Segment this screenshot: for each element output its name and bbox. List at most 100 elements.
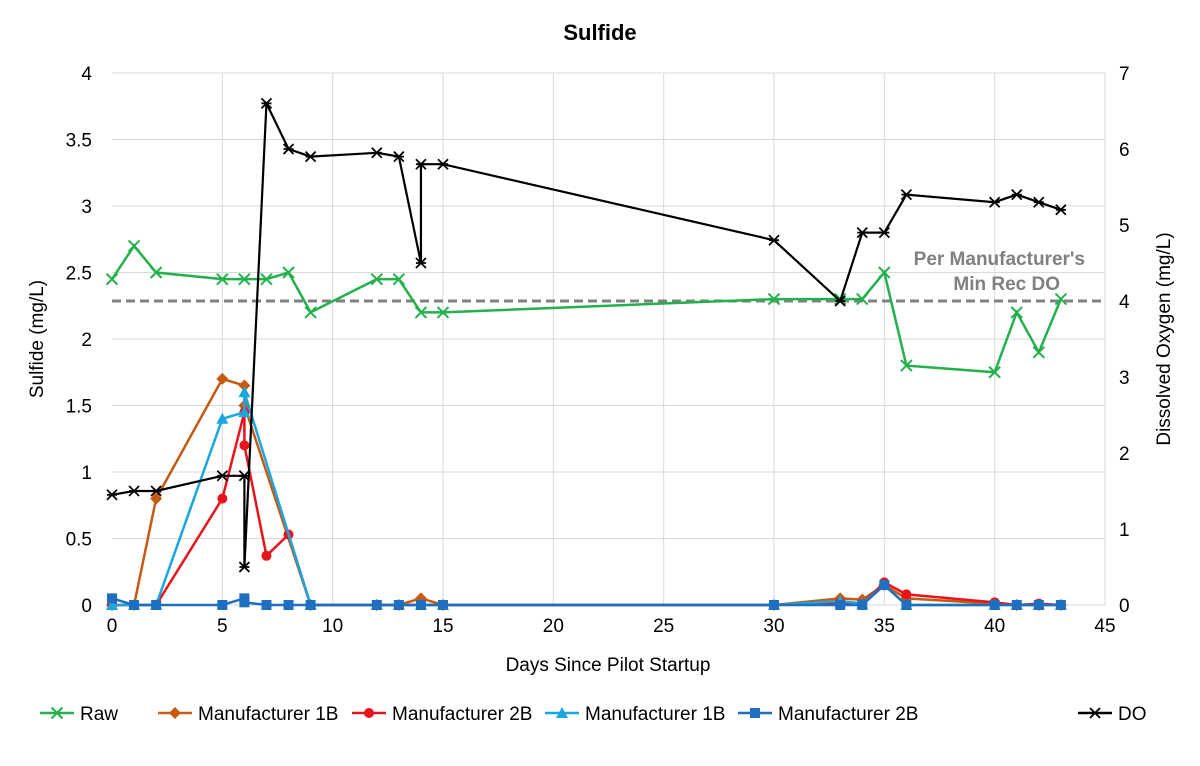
- data-point: [282, 266, 295, 279]
- x-tick-label: 45: [1094, 616, 1115, 637]
- data-point: [238, 386, 251, 398]
- data-point: [879, 580, 890, 591]
- x-tick-label: 10: [322, 616, 343, 637]
- data-point: [415, 158, 427, 170]
- chart-title: Sulfide: [563, 20, 636, 45]
- data-point: [901, 600, 912, 610]
- data-point: [900, 359, 913, 372]
- data-point: [150, 492, 163, 505]
- x-tick-label: 5: [217, 616, 228, 637]
- data-point: [238, 561, 251, 573]
- data-point: [260, 97, 273, 110]
- data-point: [989, 196, 1001, 208]
- data-point: [988, 366, 1001, 379]
- y2-tick-label: 3: [1119, 368, 1130, 389]
- data-point: [238, 470, 251, 482]
- data-point: [857, 600, 868, 610]
- y2-tick-label: 2: [1119, 444, 1130, 465]
- data-point: [856, 292, 869, 306]
- data-point: [835, 600, 846, 610]
- data-point: [371, 600, 382, 610]
- data-point: [283, 600, 294, 610]
- data-point: [1033, 600, 1044, 610]
- y2-tick-label: 5: [1119, 216, 1130, 237]
- data-point: [768, 234, 780, 246]
- y2-tick-label: 4: [1119, 292, 1130, 313]
- legend-marker: [364, 708, 374, 718]
- legend: Raw Manufacturer 1B Manufacturer 2B Manufac…: [40, 704, 1147, 725]
- series-do: [106, 97, 1067, 573]
- data-point: [216, 412, 229, 424]
- data-point: [1010, 306, 1023, 319]
- data-point: [239, 440, 250, 451]
- data-point: [1054, 292, 1068, 306]
- data-point: [238, 406, 251, 418]
- legend-label: Manufacturer 2B: [778, 704, 918, 725]
- data-point: [127, 239, 141, 253]
- data-point: [261, 550, 272, 561]
- y-tick-label: 0: [81, 596, 92, 617]
- data-point: [393, 600, 404, 610]
- data-point: [1011, 600, 1022, 610]
- data-point: [216, 372, 229, 385]
- x-tick-label: 35: [874, 616, 895, 637]
- y-tick-label: 2: [81, 330, 92, 351]
- data-point: [216, 470, 228, 482]
- data-point: [151, 600, 162, 610]
- data-point: [150, 485, 162, 497]
- data-point: [105, 272, 119, 286]
- x-axis-label: Days Since Pilot Startup: [506, 655, 711, 676]
- y-tick-label: 1: [81, 463, 92, 484]
- data-point: [415, 600, 426, 610]
- data-point: [107, 593, 117, 604]
- y2-axis-label: Dissolved Oxygen (mg/L): [1154, 232, 1175, 445]
- y2-tick-label: 7: [1119, 64, 1130, 85]
- legend-label: DO: [1118, 704, 1147, 725]
- data-point: [1055, 204, 1067, 216]
- legend-marker: [556, 707, 568, 718]
- y2-tick-label: 0: [1119, 596, 1130, 617]
- data-point: [856, 226, 868, 239]
- series-line: [112, 411, 1061, 607]
- legend-item: Manufacturer 1B: [545, 704, 725, 725]
- legend-item: Manufacturer 2B: [352, 704, 532, 725]
- data-point: [304, 306, 317, 319]
- data-point: [1055, 600, 1066, 610]
- data-point: [1033, 196, 1045, 208]
- data-point: [282, 143, 295, 155]
- series-group: [105, 97, 1068, 611]
- legend-item: DO: [1078, 704, 1147, 725]
- data-point: [834, 295, 846, 307]
- legend-label: Manufacturer 1B: [585, 704, 725, 725]
- data-point: [878, 226, 890, 239]
- y2-tick-label: 6: [1119, 140, 1130, 161]
- y-tick-label: 2.5: [66, 264, 92, 285]
- data-point: [128, 485, 140, 497]
- x-tick-label: 40: [984, 616, 1005, 637]
- x-tick-label: 0: [107, 616, 118, 637]
- legend-label: Manufacturer 1B: [198, 704, 338, 725]
- data-point: [217, 493, 228, 504]
- data-point: [371, 147, 383, 159]
- legend-item: Raw: [40, 704, 118, 725]
- data-point: [437, 158, 449, 170]
- reference-label-line2: Min Rec DO: [953, 274, 1060, 295]
- data-point: [878, 266, 891, 279]
- x-tick-label: 15: [432, 616, 453, 637]
- y-tick-label: 4: [81, 64, 92, 85]
- data-point: [392, 272, 406, 286]
- data-point: [370, 272, 384, 286]
- y-axis-label: Sulfide (mg/L): [27, 280, 48, 398]
- reference-label-line1: Per Manufacturer's: [914, 249, 1085, 270]
- data-point: [216, 272, 229, 286]
- axes: 00.511.522.533.540 5 10 15 20 25 30 35 40 4501234…: [66, 64, 1130, 637]
- gridlines: [112, 72, 1106, 605]
- data-point: [129, 600, 140, 610]
- x-tick-label: 30: [763, 616, 784, 637]
- data-point: [901, 589, 912, 600]
- y-tick-label: 3: [81, 197, 92, 218]
- data-point: [305, 600, 316, 610]
- x-tick-label: 20: [543, 616, 564, 637]
